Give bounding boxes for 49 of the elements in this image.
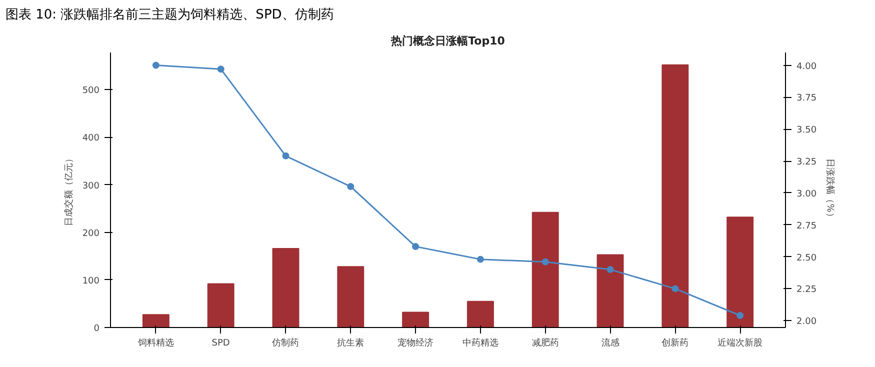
bar xyxy=(532,212,559,328)
x-tick-label: 仿制药 xyxy=(271,338,300,348)
y2-tick-label: 3.25 xyxy=(796,158,817,168)
point xyxy=(476,256,484,263)
bar xyxy=(402,312,430,328)
y2-tick-label: 4.00 xyxy=(796,62,817,72)
y2-tick-label: 3.00 xyxy=(796,189,817,200)
y2-axis-title: 日涨跌幅（%） xyxy=(824,158,836,222)
y2-tick-label: 2.00 xyxy=(796,317,817,328)
x-tick-label: 近端次新股 xyxy=(718,338,763,348)
x-tick-label: 减肥药 xyxy=(532,338,559,348)
y-axis-title: 日成交额（亿元） xyxy=(63,154,74,226)
x-tick-label: 中药精选 xyxy=(462,338,498,348)
y-tick-label: 300 xyxy=(82,181,100,192)
x-tick-label: 抗生素 xyxy=(337,338,364,348)
y-tick-label: 400 xyxy=(82,134,100,144)
point xyxy=(347,183,354,190)
point xyxy=(217,66,224,73)
x-tick-label: SPD xyxy=(212,338,230,348)
x-tick-label: 创新药 xyxy=(662,338,689,348)
bar xyxy=(207,283,234,328)
y2-tick-label: 2.75 xyxy=(796,221,817,232)
y2-tick-label: 2.25 xyxy=(796,285,817,296)
point xyxy=(542,258,549,266)
chart-title: 图表 10: 涨跌幅排名前三主题为饲料精选、SPD、仿制药 xyxy=(6,6,334,22)
point xyxy=(152,62,160,69)
y2-tick-label: 3.75 xyxy=(796,94,817,104)
point xyxy=(606,266,614,274)
bar xyxy=(337,266,364,328)
point xyxy=(736,312,744,319)
x-tick-label: 饲料精选 xyxy=(136,338,174,348)
y-tick-label: 200 xyxy=(82,228,100,239)
x-tick-label: 流感 xyxy=(601,338,620,348)
point xyxy=(672,285,679,292)
y2-tick-label: 2.50 xyxy=(796,253,817,264)
x-tick-label: 宠物经济 xyxy=(398,338,434,348)
y-tick-label: 100 xyxy=(82,276,100,286)
bar xyxy=(596,254,624,328)
y-tick-label: 500 xyxy=(82,86,100,96)
bar xyxy=(662,64,689,328)
point xyxy=(412,243,420,250)
y2-tick-label: 3.50 xyxy=(796,126,817,136)
point xyxy=(282,152,290,160)
chart-subtitle: 热门概念日涨幅Top10 xyxy=(390,34,506,48)
y-tick-label: 0 xyxy=(94,324,100,334)
bar xyxy=(142,314,170,328)
bar xyxy=(466,300,494,328)
bar xyxy=(726,216,754,328)
bar xyxy=(272,248,300,328)
